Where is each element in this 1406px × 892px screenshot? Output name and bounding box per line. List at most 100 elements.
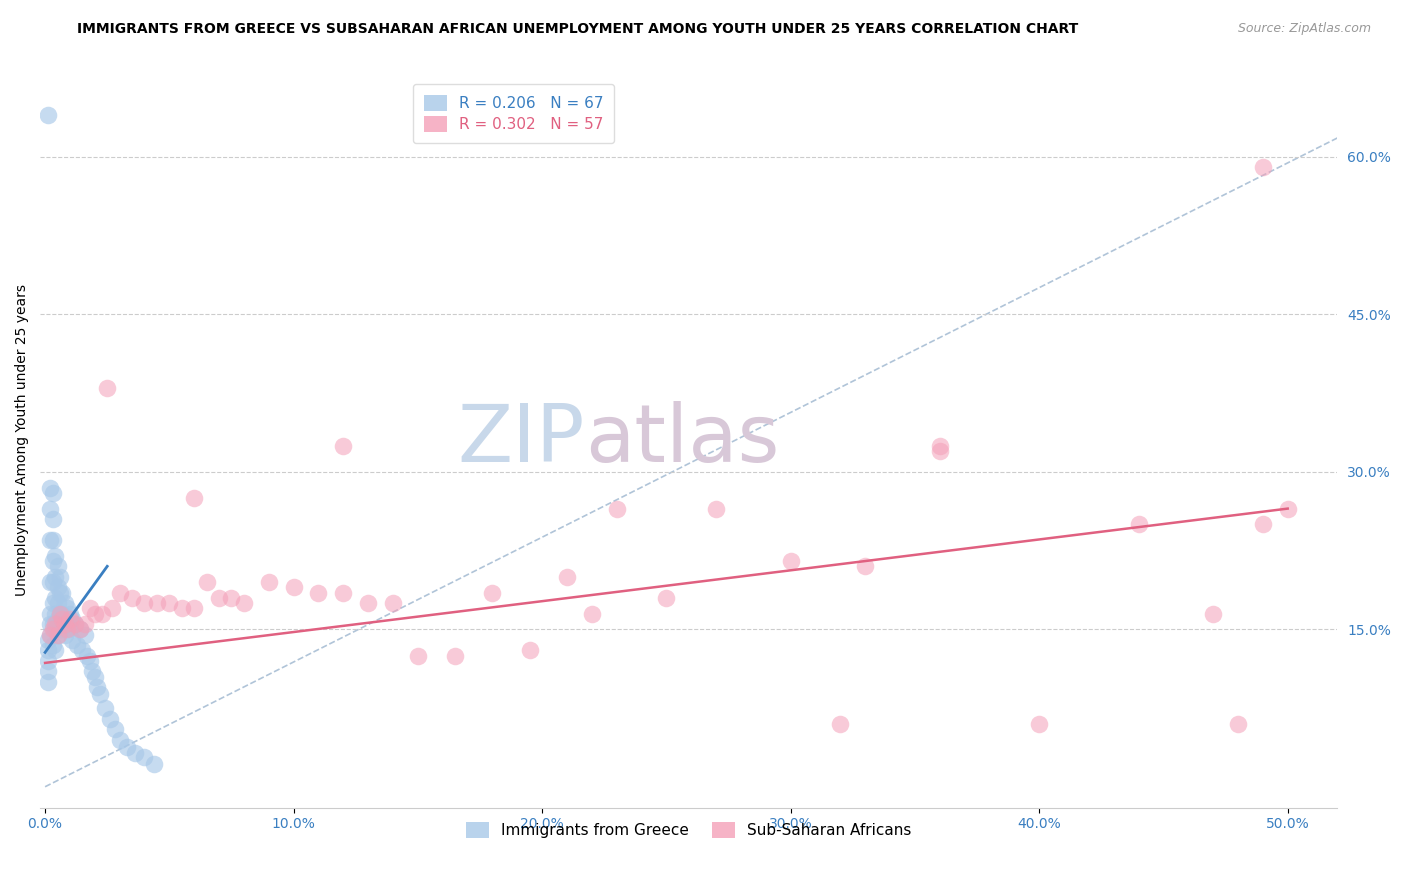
Point [41, 596, 63, 610]
Point [124, 746, 146, 760]
Point [108, 732, 131, 747]
Point [59, 607, 82, 621]
Point [704, 501, 727, 516]
Point [39, 533, 62, 547]
Point [1227, 716, 1250, 731]
Point [93, 701, 115, 715]
Point [1251, 517, 1274, 532]
Y-axis label: Unemployment Among Youth under 25 years: Unemployment Among Youth under 25 years [15, 285, 30, 597]
Point [76, 648, 98, 663]
Point [183, 491, 205, 505]
Point [519, 643, 541, 657]
Text: ZIP: ZIP [457, 401, 585, 479]
Point [73, 627, 96, 641]
Point [51, 612, 73, 626]
Point [69, 622, 91, 636]
Point [44, 617, 66, 632]
Point [62, 612, 84, 626]
Point [41, 622, 63, 636]
Point [53, 617, 76, 632]
Point [257, 575, 280, 590]
Point [406, 648, 429, 663]
Point [49, 607, 72, 621]
Point [655, 591, 678, 605]
Point [44, 643, 66, 657]
Text: atlas: atlas [585, 401, 779, 479]
Point [382, 596, 405, 610]
Point [37, 632, 59, 647]
Point [357, 596, 380, 610]
Point [37, 654, 59, 668]
Point [46, 612, 69, 626]
Point [39, 501, 62, 516]
Point [146, 596, 169, 610]
Point [221, 591, 243, 605]
Point [96, 381, 118, 395]
Point [66, 638, 89, 652]
Point [79, 654, 101, 668]
Point [853, 559, 876, 574]
Point [49, 622, 72, 636]
Point [115, 739, 138, 754]
Point [69, 622, 91, 636]
Point [46, 627, 69, 641]
Point [830, 716, 852, 731]
Point [41, 486, 63, 500]
Point [39, 575, 62, 590]
Point [332, 585, 354, 599]
Point [49, 570, 72, 584]
Point [332, 439, 354, 453]
Point [56, 622, 79, 636]
Point [44, 591, 66, 605]
Point [51, 607, 73, 621]
Point [49, 585, 72, 599]
Point [37, 108, 59, 122]
Point [59, 622, 82, 636]
Point [928, 443, 950, 458]
Legend: Immigrants from Greece, Sub-Saharan Africans: Immigrants from Greece, Sub-Saharan Afri… [460, 816, 918, 844]
Point [56, 617, 79, 632]
Point [98, 712, 121, 726]
Point [37, 643, 59, 657]
Point [44, 549, 66, 563]
Point [208, 591, 231, 605]
Point [86, 680, 108, 694]
Point [83, 607, 105, 621]
Point [63, 617, 86, 632]
Point [183, 601, 205, 615]
Point [1028, 716, 1050, 731]
Text: IMMIGRANTS FROM GREECE VS SUBSAHARAN AFRICAN UNEMPLOYMENT AMONG YOUTH UNDER 25 Y: IMMIGRANTS FROM GREECE VS SUBSAHARAN AFR… [77, 22, 1078, 37]
Point [41, 554, 63, 568]
Point [37, 665, 59, 679]
Point [62, 632, 84, 647]
Point [555, 570, 578, 584]
Point [46, 596, 69, 610]
Point [232, 596, 254, 610]
Point [53, 612, 76, 626]
Point [779, 554, 801, 568]
Point [51, 622, 73, 636]
Point [73, 617, 96, 632]
Point [39, 627, 62, 641]
Point [581, 607, 603, 621]
Point [44, 570, 66, 584]
Point [79, 601, 101, 615]
Point [481, 585, 503, 599]
Point [46, 559, 69, 574]
Point [41, 575, 63, 590]
Point [83, 669, 105, 683]
Point [63, 617, 86, 632]
Point [1128, 517, 1150, 532]
Point [44, 622, 66, 636]
Text: Source: ZipAtlas.com: Source: ZipAtlas.com [1237, 22, 1371, 36]
Point [170, 601, 193, 615]
Point [104, 722, 127, 736]
Point [134, 750, 156, 764]
Point [1277, 501, 1299, 516]
Point [1251, 161, 1274, 175]
Point [39, 607, 62, 621]
Point [59, 612, 82, 626]
Point [53, 596, 76, 610]
Point [101, 601, 124, 615]
Point [82, 665, 104, 679]
